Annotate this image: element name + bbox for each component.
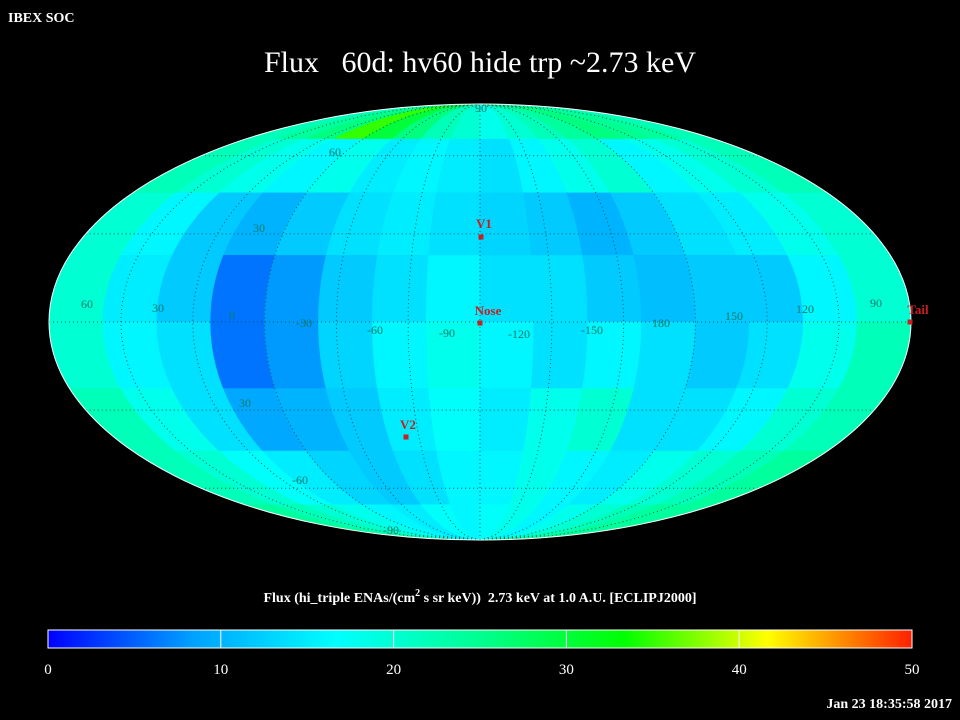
marker-label: V1 (476, 216, 492, 231)
graticule-label: -90 (439, 326, 455, 340)
label-part: Flux (hi_triple ENAs/(cm (263, 591, 415, 606)
graticule-label: 30 (239, 396, 251, 410)
graticule-label: 120 (796, 302, 814, 316)
colorbar-tick-label: 40 (732, 662, 747, 678)
graticule-label: -120 (508, 327, 530, 341)
map-cell (264, 255, 327, 323)
sky-map (49, 104, 911, 540)
map-cell (633, 255, 696, 323)
colorbar-tick-label: 30 (559, 662, 574, 678)
label-sup: 2 (415, 588, 420, 599)
map-cell (428, 388, 481, 452)
colorbar-tick-label: 20 (386, 662, 401, 678)
graticule-label: 30 (152, 301, 164, 315)
meridian (263, 104, 481, 540)
map-cell (530, 255, 589, 323)
graticule-label: 0 (229, 308, 235, 322)
marker-label: Tail (907, 302, 929, 317)
timestamp: Jan 23 18:35:58 2017 (826, 697, 952, 712)
map-cell (633, 321, 696, 389)
marker-dot (403, 434, 409, 440)
map-cell (425, 255, 481, 323)
map-cell (371, 255, 430, 323)
colorbar-tick-label: 10 (213, 662, 228, 678)
meridian (479, 104, 840, 540)
colorbar-label: Flux (hi_triple ENAs/(cm2 s sr keV)) 2.7… (263, 588, 696, 606)
graticule-label: 90 (475, 101, 487, 115)
markers: V1 Nose V2 Tail (400, 216, 929, 440)
graticule-label: -150 (581, 323, 603, 337)
graticule-label: 60 (81, 297, 93, 311)
colorbar-tick-label: 50 (905, 662, 920, 678)
colorbar (47, 629, 913, 649)
graticule-label: -60 (292, 473, 308, 487)
marker-dot (478, 234, 484, 240)
map-cell (428, 192, 481, 256)
graticule-labels: 90 60 30 60 30 0 -30 -60 -90 -120 -150 180 150 120 90 3… (81, 101, 882, 537)
meridian (120, 104, 481, 540)
map-cell (318, 255, 378, 323)
colorbar-ticks: 0 10 20 30 40 50 (44, 630, 920, 678)
graticule-label: 30 (253, 221, 265, 235)
marker-label: Nose (475, 303, 502, 318)
map-cell (530, 321, 589, 389)
label-part: s sr keV)) 2.73 keV at 1.0 A.U. [ECLIPJ2… (420, 591, 696, 606)
graticule-label: 90 (870, 296, 882, 310)
graticule-label: 150 (725, 309, 743, 323)
graticule (49, 104, 911, 540)
meridian (479, 104, 697, 540)
graticule-label: -90 (383, 523, 399, 537)
marker-label: V2 (400, 417, 416, 432)
graticule-label: 60 (329, 145, 341, 159)
colorbar-tick-label: 0 (44, 662, 52, 678)
map-cell (479, 388, 532, 452)
graticule-label: 180 (652, 316, 670, 330)
marker-dot (907, 319, 913, 325)
title: Flux 60d: hv60 hide trp ~2.73 keV (264, 46, 696, 79)
map-cell (264, 321, 327, 389)
graticule-label: -60 (367, 323, 383, 337)
corner-label: IBEX SOC (8, 11, 75, 26)
map-cell (582, 255, 642, 323)
marker-dot (477, 320, 483, 326)
graticule-label: -30 (296, 316, 312, 330)
